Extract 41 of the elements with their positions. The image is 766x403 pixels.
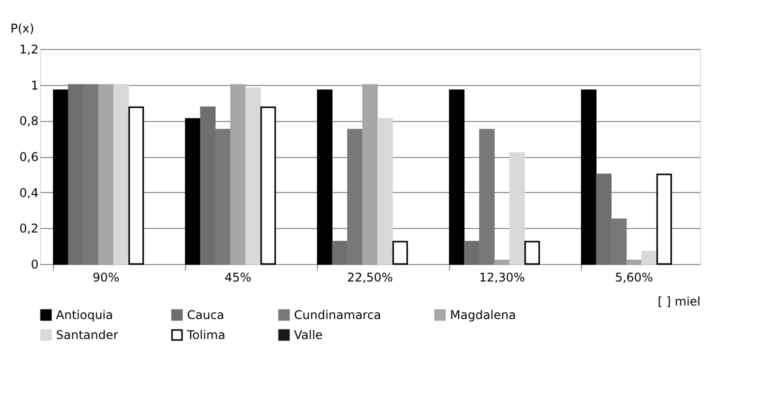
bar <box>448 89 464 265</box>
bar <box>509 152 525 265</box>
legend-label: Tolima <box>186 328 226 342</box>
x-tick-label: 90% <box>92 270 120 284</box>
y-tick-label: 1,2 <box>19 42 38 56</box>
bar <box>392 240 408 265</box>
bar <box>113 84 129 265</box>
bar <box>52 89 68 265</box>
bar <box>128 106 144 265</box>
bar <box>245 88 261 265</box>
bar <box>230 84 246 265</box>
legend-label: Antioquia <box>56 308 114 322</box>
x-tick-label: 22,50% <box>347 270 393 284</box>
bar <box>184 118 200 265</box>
legend-label: Santander <box>56 328 118 342</box>
y-tick-label: 0 <box>30 258 38 272</box>
y-tick-label: 0,8 <box>19 114 38 128</box>
bar <box>98 84 114 265</box>
bar <box>626 260 642 265</box>
legend-label: Valle <box>294 328 323 342</box>
bar <box>524 240 540 265</box>
bar <box>260 106 276 265</box>
bar <box>316 89 332 265</box>
y-tick-label: 0,2 <box>19 222 38 236</box>
bar <box>641 250 657 265</box>
y-tick-label: 0,4 <box>19 186 38 200</box>
legend-label: Cundinamarca <box>294 308 382 322</box>
y-tick-label: 0,6 <box>19 150 38 164</box>
y-tick-label: 1 <box>30 78 38 92</box>
bar <box>580 89 596 265</box>
bar <box>494 260 510 265</box>
y-axis-title: P(x) <box>10 22 34 36</box>
x-tick-label: 12,30% <box>479 270 525 284</box>
legend-label: Magdalena <box>450 308 516 322</box>
bar <box>656 174 672 265</box>
x-axis-title: [ ] miel <box>658 294 700 308</box>
x-tick-label: 45% <box>224 270 252 284</box>
x-tick-label: 5,60% <box>614 270 654 284</box>
bar <box>377 118 393 265</box>
legend-label: Cauca <box>187 308 224 322</box>
bar <box>362 84 378 265</box>
